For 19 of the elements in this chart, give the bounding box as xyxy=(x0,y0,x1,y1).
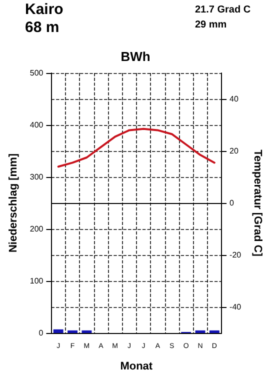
y-tick-label: 0 xyxy=(38,328,44,338)
y2-axis-title: Temperatur [Grad C] xyxy=(252,150,264,257)
y-tick-label: 100 xyxy=(30,276,44,286)
y-tick-label: 400 xyxy=(30,120,44,130)
text: 21.7 Grad C xyxy=(195,4,251,16)
y-tick-label: 500 xyxy=(30,68,44,78)
chart-title: BWh xyxy=(120,49,150,64)
text: Kairo xyxy=(25,1,64,18)
text: 68 m xyxy=(25,19,60,36)
y-axis-title: Niederschlag [mm] xyxy=(8,153,20,253)
y2-tick-label: -20 xyxy=(230,250,242,260)
y-tick-label: 200 xyxy=(30,224,44,234)
text: 29 mm xyxy=(195,20,227,30)
y2-tick-label: 20 xyxy=(230,146,239,156)
y2-tick-label: 40 xyxy=(230,94,239,104)
x-axis-title: Monat xyxy=(120,360,153,372)
y2-tick-label: -40 xyxy=(230,302,242,312)
y2-tick-label: 0 xyxy=(230,198,235,208)
y-tick-label: 300 xyxy=(30,172,44,182)
